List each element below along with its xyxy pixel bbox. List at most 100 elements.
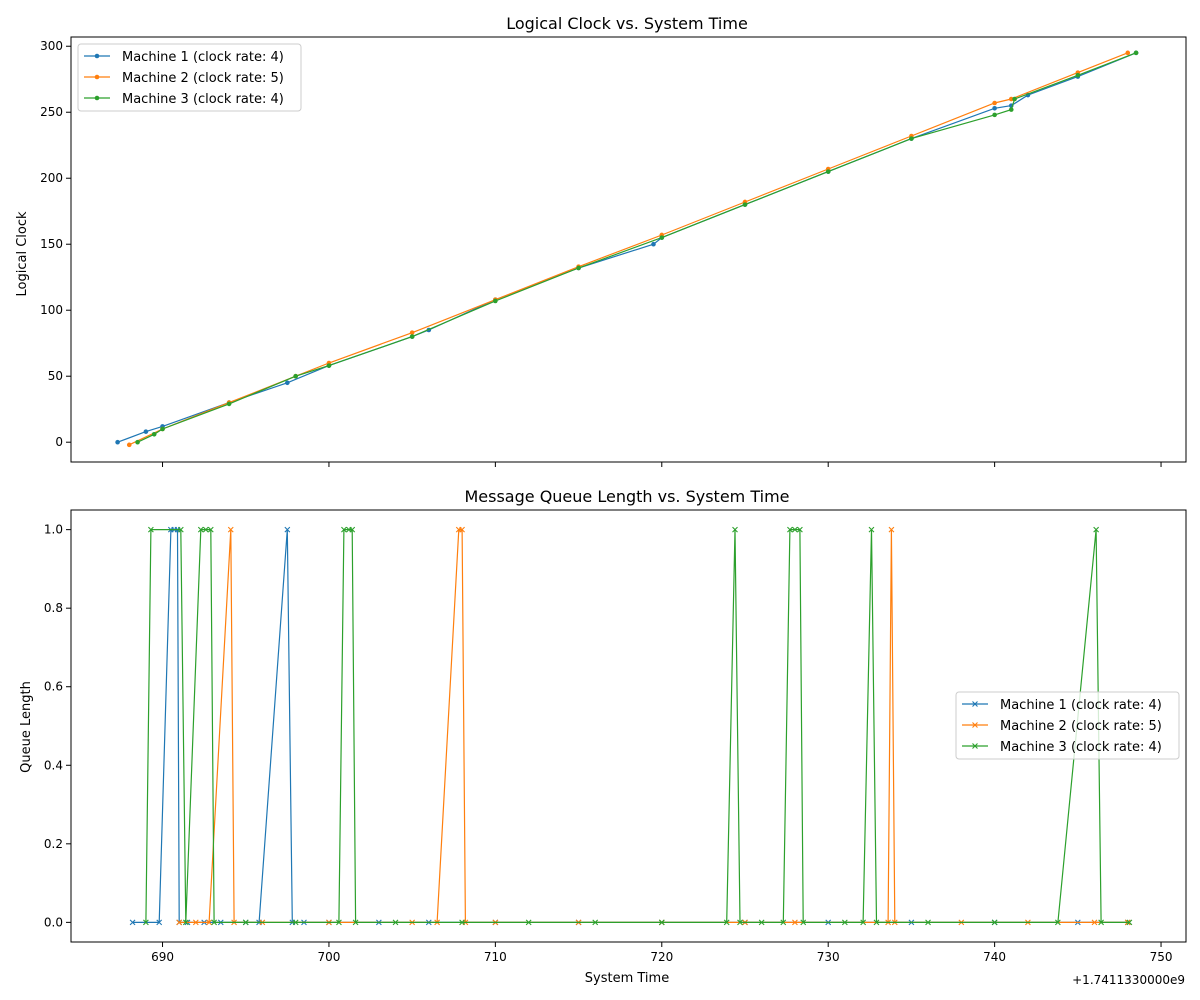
data-point-machine-3 bbox=[160, 426, 165, 432]
data-point-machine-3 bbox=[737, 919, 743, 926]
legend-box bbox=[77, 43, 302, 112]
data-point-machine-3 bbox=[1054, 919, 1061, 926]
data-point-machine-3 bbox=[909, 136, 914, 141]
data-point-machine-3 bbox=[732, 526, 738, 533]
data-point-machine-1 bbox=[129, 919, 136, 926]
y-tick-label: 0.8 bbox=[44, 601, 63, 615]
data-point-machine-3 bbox=[409, 334, 415, 339]
data-point-machine-3 bbox=[873, 919, 880, 926]
data-point-machine-3 bbox=[349, 526, 356, 533]
data-point-machine-3 bbox=[658, 919, 665, 926]
data-point-machine-3 bbox=[151, 431, 157, 437]
legend-marker-machine-2 bbox=[94, 74, 100, 80]
data-point-machine-1 bbox=[156, 919, 163, 926]
data-point-machine-3 bbox=[142, 919, 149, 926]
data-point-machine-3 bbox=[326, 363, 332, 368]
data-point-machine-3 bbox=[787, 526, 793, 533]
legend-label-machine-3: Machine 3 (clock rate: 4) bbox=[122, 92, 284, 107]
queue-length-title: Message Queue Length vs. System Time bbox=[464, 487, 789, 506]
data-point-machine-3 bbox=[242, 919, 249, 926]
data-point-machine-3 bbox=[742, 202, 748, 207]
data-point-machine-3 bbox=[202, 526, 209, 533]
data-point-machine-3 bbox=[525, 919, 532, 926]
data-point-machine-1 bbox=[651, 241, 656, 247]
data-point-machine-3 bbox=[792, 526, 798, 533]
data-point-machine-3 bbox=[800, 919, 807, 926]
legend-label-machine-3: Machine 3 (clock rate: 4) bbox=[1000, 740, 1162, 755]
data-point-machine-3 bbox=[1008, 107, 1014, 112]
queue-length-plot-area bbox=[129, 526, 1133, 926]
data-point-machine-3 bbox=[207, 526, 214, 533]
logical-clock-plot-area bbox=[115, 50, 1139, 448]
data-point-machine-3 bbox=[1133, 50, 1139, 56]
legend-marker-machine-1 bbox=[94, 53, 100, 59]
data-point-machine-2 bbox=[992, 100, 997, 106]
data-point-machine-2 bbox=[206, 919, 213, 926]
data-point-machine-1 bbox=[285, 380, 290, 386]
queue-length-ylabel: Queue Length bbox=[19, 681, 34, 773]
data-point-machine-3 bbox=[182, 919, 189, 926]
data-point-machine-2 bbox=[409, 330, 415, 335]
data-point-machine-3 bbox=[860, 919, 867, 926]
logical-clock-title: Logical Clock vs. System Time bbox=[506, 14, 748, 33]
data-point-machine-3 bbox=[576, 265, 581, 271]
data-point-machine-3 bbox=[293, 373, 298, 379]
data-point-machine-3 bbox=[1098, 919, 1105, 926]
legend-marker-machine-3 bbox=[972, 743, 978, 749]
data-point-machine-3 bbox=[197, 526, 204, 533]
data-point-machine-3 bbox=[177, 526, 184, 533]
legend-label-machine-2: Machine 2 (clock rate: 5) bbox=[1000, 719, 1162, 734]
data-point-machine-3 bbox=[135, 439, 140, 445]
legend-marker-machine-1 bbox=[972, 701, 978, 707]
data-point-machine-3 bbox=[1093, 526, 1100, 533]
data-point-machine-2 bbox=[126, 442, 132, 448]
data-point-machine-2 bbox=[1125, 50, 1131, 56]
data-point-machine-3 bbox=[392, 919, 399, 926]
logical-clock-frame bbox=[70, 36, 1187, 463]
data-point-machine-1 bbox=[143, 429, 149, 434]
y-tick-label: 0 bbox=[55, 435, 63, 449]
y-tick-label: 200 bbox=[40, 171, 63, 185]
data-point-machine-1 bbox=[992, 105, 997, 111]
logical-clock-ylabel: Logical Clock bbox=[15, 211, 30, 296]
y-tick-label: 150 bbox=[40, 237, 63, 251]
data-point-machine-2 bbox=[176, 919, 183, 926]
queue-length-ticks: 690 700 710 720 730 740 750 0.0 0.2 0.4 0.6 0.8 1.0 bbox=[44, 523, 1173, 964]
legend-marker-machine-3 bbox=[94, 95, 100, 101]
data-point-machine-3 bbox=[758, 919, 765, 926]
logical-clock-panel: Logical Clock vs. System Time Logical Cl… bbox=[15, 14, 1187, 467]
data-point-machine-2 bbox=[792, 919, 798, 926]
data-point-machine-3 bbox=[992, 112, 997, 118]
data-point-machine-3 bbox=[341, 526, 347, 533]
legend-label-machine-1: Machine 1 (clock rate: 4) bbox=[1000, 698, 1162, 713]
data-point-machine-1 bbox=[115, 439, 120, 445]
data-point-machine-3 bbox=[991, 919, 998, 926]
y-tick-label: 100 bbox=[40, 303, 63, 317]
data-point-machine-3 bbox=[459, 919, 465, 926]
data-point-machine-3 bbox=[825, 169, 831, 174]
legend-marker-machine-2 bbox=[972, 722, 978, 728]
x-offset-label: +1.7411330000e9 bbox=[1072, 973, 1185, 987]
x-tick-label: 720 bbox=[650, 950, 673, 964]
y-tick-label: 1.0 bbox=[44, 523, 63, 537]
data-point-machine-2 bbox=[192, 919, 199, 926]
data-point-machine-3 bbox=[352, 919, 359, 926]
data-point-machine-3 bbox=[797, 526, 803, 533]
data-point-machine-1 bbox=[284, 526, 291, 533]
queue-length-panel: Message Queue Length vs. System Time Que… bbox=[19, 487, 1187, 987]
y-tick-label: 0.0 bbox=[44, 915, 63, 929]
data-point-machine-3 bbox=[493, 298, 498, 304]
legend-box bbox=[955, 691, 1180, 760]
x-tick-label: 690 bbox=[151, 950, 174, 964]
data-point-machine-3 bbox=[780, 919, 787, 926]
y-tick-label: 0.6 bbox=[44, 680, 63, 694]
queue-length-xlabel: System Time bbox=[585, 971, 669, 986]
data-point-machine-3 bbox=[1075, 72, 1081, 78]
queue-length-frame bbox=[70, 509, 1187, 943]
data-point-machine-3 bbox=[868, 526, 875, 533]
x-tick-label: 750 bbox=[1150, 950, 1173, 964]
data-point-machine-3 bbox=[1126, 919, 1133, 926]
series-line-machine-2 bbox=[128, 52, 1129, 446]
legend-label-machine-2: Machine 2 (clock rate: 5) bbox=[122, 71, 284, 86]
